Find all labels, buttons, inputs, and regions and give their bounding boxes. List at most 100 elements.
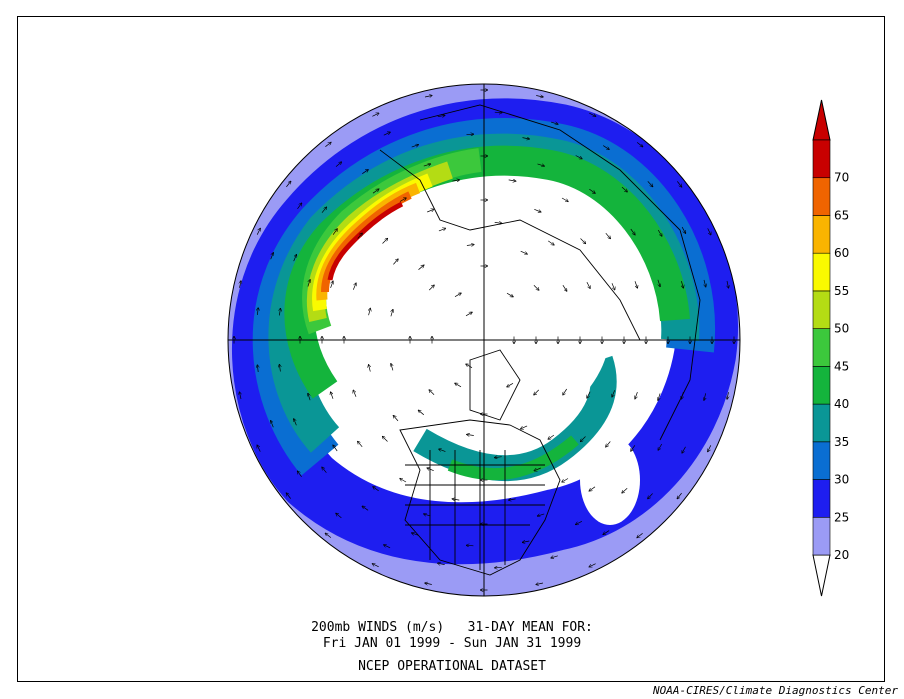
wind-vector [534, 389, 540, 395]
wind-vector [279, 309, 280, 316]
wind-vector [333, 445, 338, 452]
wind-vector [372, 564, 379, 568]
wind-vector [550, 122, 558, 124]
wind-vector [256, 228, 260, 235]
wind-vector [352, 283, 356, 290]
wind-vector [358, 442, 363, 448]
wind-vector [308, 280, 310, 287]
wind-vector [286, 493, 291, 499]
wind-vector [658, 443, 663, 450]
wind-vector [270, 253, 274, 260]
wind-vector [465, 312, 472, 317]
wind-vector [325, 142, 331, 147]
wind-vector [548, 434, 555, 439]
colorbar-swatch-50 [812, 290, 831, 329]
wind-vector [682, 446, 686, 453]
wind-vector [551, 556, 558, 558]
wind-vector [534, 208, 541, 212]
wind-vector [257, 365, 258, 373]
wind-vector [438, 563, 445, 564]
wind-vector [466, 245, 474, 246]
wind-vector [494, 222, 502, 223]
wind-vector [603, 145, 609, 150]
north-america-outline [399, 419, 561, 576]
wind-vector [561, 197, 568, 202]
wind-vector [428, 285, 434, 291]
wind-vector [622, 487, 628, 493]
wind-vector [523, 541, 530, 542]
wind-vector [648, 493, 653, 499]
atlantic-jet-core [447, 435, 579, 481]
wind-vector [384, 545, 391, 549]
wind-vector [727, 280, 729, 288]
wind-vector [257, 445, 261, 452]
wind-vector [452, 180, 459, 181]
wind-vector [357, 233, 363, 239]
wind-vector [630, 228, 635, 235]
wind-vector [454, 293, 461, 298]
wind-vector [647, 181, 653, 186]
wind-vector [658, 393, 660, 401]
wind-vector [362, 506, 369, 511]
wind-vector [383, 437, 388, 442]
wind-vector [423, 164, 431, 166]
asia-coast [379, 149, 641, 341]
wind-vector [589, 112, 595, 116]
eurasia-outline [419, 104, 701, 441]
wind-vector [382, 239, 388, 244]
colorbar-label-40: 40 [834, 397, 849, 411]
wind-vector [466, 364, 473, 369]
wind-vector [286, 181, 290, 188]
wind-vector [330, 281, 333, 289]
wind-vector [240, 281, 242, 288]
wind-vector [603, 530, 610, 535]
wind-vector [707, 228, 711, 234]
wind-vector [438, 228, 446, 232]
wind-vector [508, 180, 516, 181]
wind-vector [321, 207, 326, 213]
wind-vector [621, 186, 627, 192]
wind-speed-shading [228, 84, 740, 596]
wind-vector [509, 499, 516, 500]
wind-vector [634, 281, 637, 288]
wind-vector [589, 188, 595, 193]
jet-band-70 [327, 201, 404, 281]
wind-vector [418, 265, 424, 270]
wind-vector [439, 449, 446, 452]
colorbar-swatch-65 [812, 177, 831, 216]
colorbar-swatch-60 [812, 215, 831, 254]
wind-vector [271, 421, 274, 428]
wind-vector [576, 520, 583, 524]
wind-vector [437, 115, 445, 116]
colorbar-swatch-55 [812, 252, 831, 292]
wind-vector [605, 232, 611, 238]
wind-vector [589, 486, 596, 491]
wind-vector [411, 145, 419, 148]
greenland-outline [469, 349, 521, 421]
wind-vector [293, 255, 297, 262]
wind-vector [589, 563, 596, 567]
wind-vector [400, 479, 407, 483]
colorbar-swatch-45 [812, 328, 831, 367]
wind-vector [372, 113, 378, 117]
wind-vector [681, 281, 683, 288]
wind-vector [538, 514, 545, 516]
wind-vector [391, 364, 393, 371]
wind-vector [424, 96, 432, 98]
wind-vector [587, 391, 591, 398]
wind-vector [658, 279, 660, 287]
colorbar-swatch-25 [812, 479, 831, 518]
colorbar-swatch-35 [812, 403, 831, 443]
wind-vector [547, 240, 554, 245]
wind-vector [537, 164, 545, 166]
wind-vector [424, 514, 431, 516]
wind-vector [507, 382, 514, 387]
us-state-grid [405, 450, 545, 570]
coastlines [379, 104, 701, 576]
colorbar-label-45: 45 [834, 359, 849, 373]
wind-vector [373, 487, 379, 492]
colorbar-swatch-40 [812, 366, 831, 405]
colorbar: 20 25 30 35 40 45 50 55 60 65 70 [812, 99, 849, 597]
wind-vector [522, 138, 530, 139]
